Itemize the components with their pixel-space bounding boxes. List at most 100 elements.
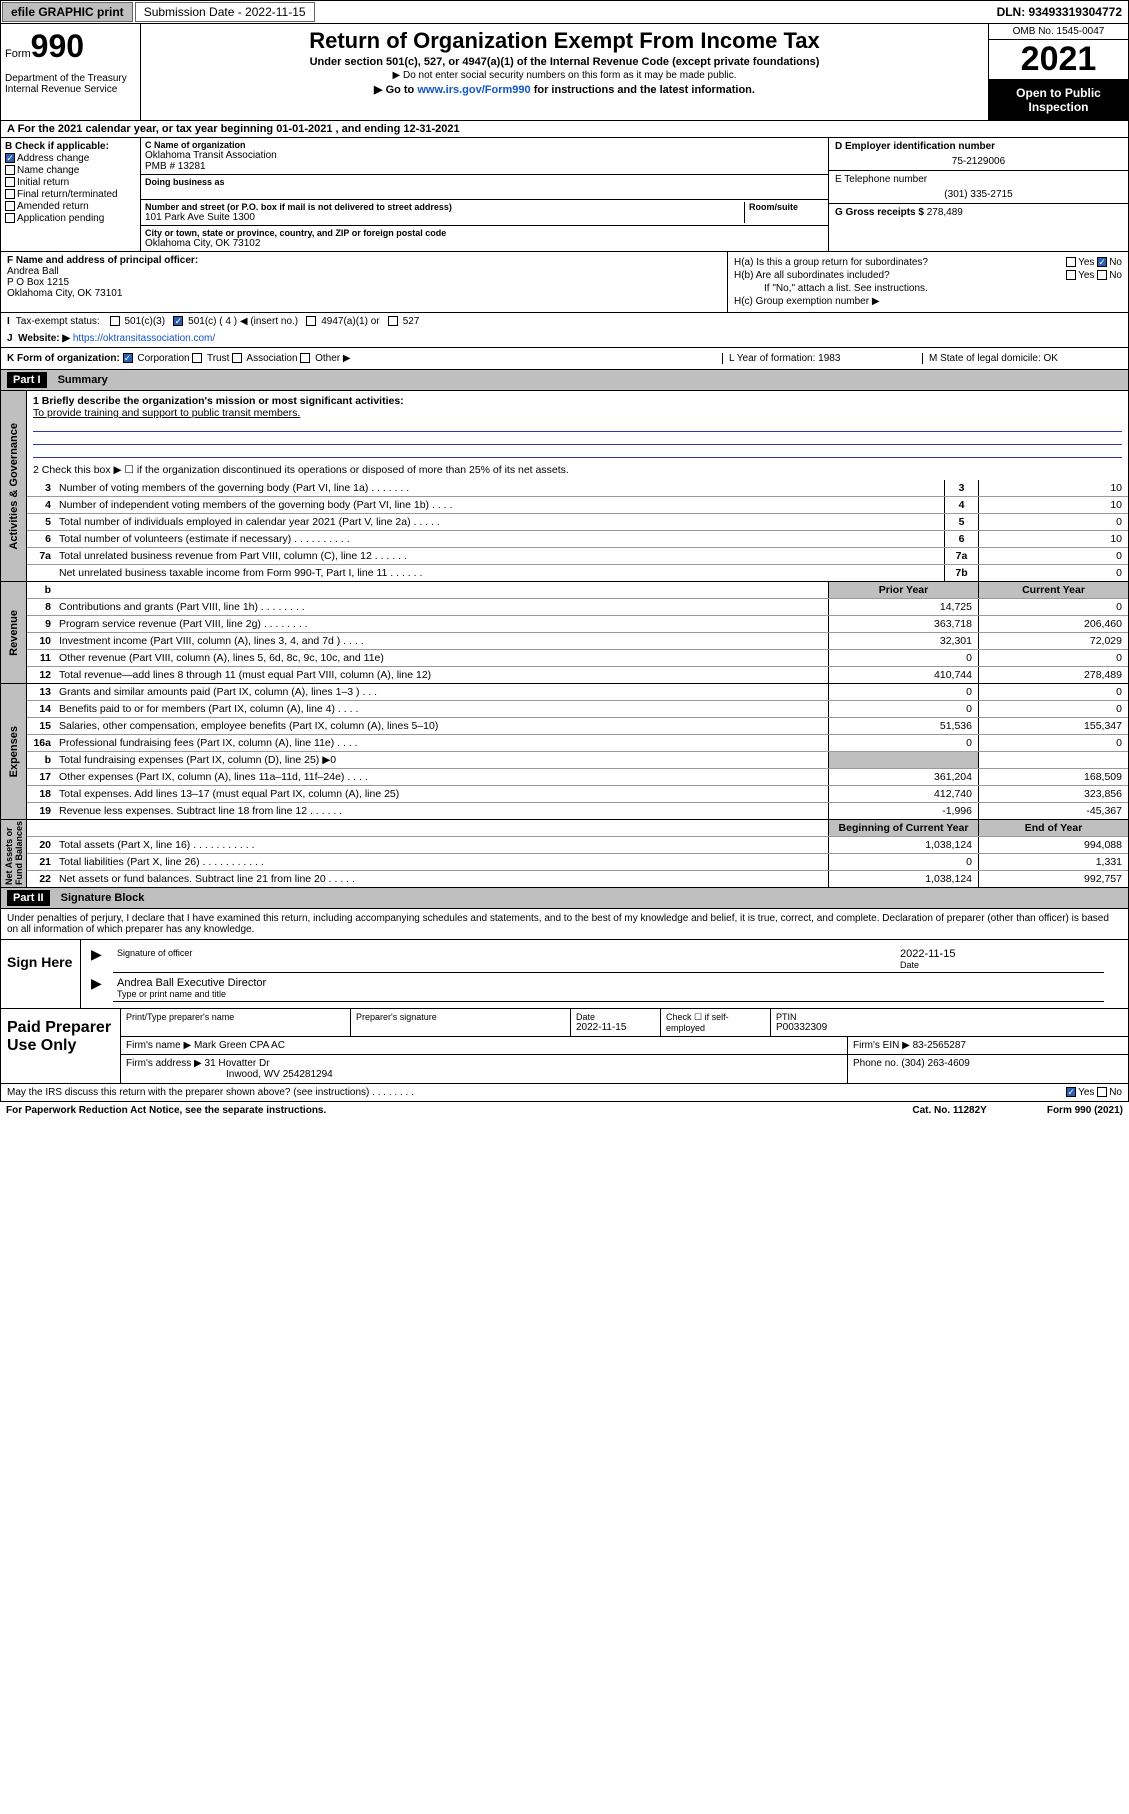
side-governance: Activities & Governance — [8, 423, 20, 550]
f-label: F Name and address of principal officer: — [7, 255, 721, 266]
ha-yes-check[interactable] — [1066, 257, 1076, 267]
b-checkbox-1[interactable] — [5, 165, 15, 175]
row-k: K Form of organization: ✓ Corporation Tr… — [0, 348, 1129, 370]
netassets-section: Net Assets or Fund Balances Beginning of… — [0, 820, 1129, 888]
i-check-2[interactable] — [306, 316, 316, 326]
officer-addr1: P O Box 1215 — [7, 277, 721, 288]
line-19: 19Revenue less expenses. Subtract line 1… — [27, 803, 1128, 819]
gov-line-7b: Net unrelated business taxable income fr… — [27, 565, 1128, 581]
ptin-value: P00332309 — [776, 1022, 1123, 1033]
hb-yes-check[interactable] — [1066, 270, 1076, 280]
line-13: 13Grants and similar amounts paid (Part … — [27, 684, 1128, 701]
j-label: J — [7, 333, 13, 344]
gov-line-7a: 7aTotal unrelated business revenue from … — [27, 548, 1128, 565]
irs-discuss-row: May the IRS discuss this return with the… — [0, 1084, 1129, 1102]
line-b: bTotal fundraising expenses (Part IX, co… — [27, 752, 1128, 769]
ein-value: 75-2129006 — [835, 156, 1122, 167]
col-c-org: C Name of organization Oklahoma Transit … — [141, 138, 828, 251]
footer-row: For Paperwork Reduction Act Notice, see … — [0, 1102, 1129, 1119]
sig-date: 2022-11-15 — [900, 948, 1100, 960]
revenue-section: Revenue b Prior Year Current Year 8Contr… — [0, 582, 1129, 684]
k-label: K Form of organization: — [7, 353, 120, 364]
officer-name: Andrea Ball — [7, 266, 721, 277]
phone-label: E Telephone number — [835, 174, 1122, 185]
expenses-section: Expenses 13Grants and similar amounts pa… — [0, 684, 1129, 820]
b-check-5: Application pending — [5, 213, 136, 224]
i-check-0[interactable] — [110, 316, 120, 326]
gov-line-5: 5Total number of individuals employed in… — [27, 514, 1128, 531]
prep-date: 2022-11-15 — [576, 1022, 655, 1033]
gov-line-6: 6Total number of volunteers (estimate if… — [27, 531, 1128, 548]
top-bar: efile GRAPHIC print Submission Date - 20… — [0, 0, 1129, 24]
k-check-3[interactable] — [300, 353, 310, 363]
i-check-1[interactable]: ✓ — [173, 316, 183, 326]
irs-link[interactable]: www.irs.gov/Form990 — [417, 84, 530, 96]
b-checkbox-2[interactable] — [5, 177, 15, 187]
col-de: D Employer identification number 75-2129… — [828, 138, 1128, 251]
b-checkbox-4[interactable] — [5, 201, 15, 211]
ptin-hdr: PTIN — [776, 1012, 1123, 1022]
ssn-note: ▶ Do not enter social security numbers o… — [147, 70, 982, 81]
dept-treasury: Department of the Treasury Internal Reve… — [5, 73, 136, 95]
form-number: Form990 — [5, 28, 136, 65]
self-emp-check: Check ☐ if self-employed — [666, 1012, 765, 1033]
room-label: Room/suite — [749, 202, 824, 212]
irs-no-check[interactable] — [1097, 1087, 1107, 1097]
b-checkbox-5[interactable] — [5, 213, 15, 223]
line1-label: 1 Briefly describe the organization's mi… — [33, 395, 1122, 407]
signature-declaration: Under penalties of perjury, I declare th… — [0, 909, 1129, 940]
l-year-formation: L Year of formation: 1983 — [722, 353, 922, 364]
firm-addr-label: Firm's address ▶ — [126, 1058, 202, 1069]
ein-label: D Employer identification number — [835, 141, 1122, 152]
line-14: 14Benefits paid to or for members (Part … — [27, 701, 1128, 718]
row-i-tax-status: I Tax-exempt status: 501(c)(3) ✓ 501(c) … — [0, 313, 1129, 330]
dln: DLN: 93493319304772 — [991, 3, 1128, 21]
ha-no-check[interactable]: ✓ — [1097, 257, 1107, 267]
b-check-1: Name change — [5, 165, 136, 176]
sig-officer-label: Signature of officer — [117, 948, 900, 958]
b-checkbox-3[interactable] — [5, 189, 15, 199]
line-11: 11Other revenue (Part VIII, column (A), … — [27, 650, 1128, 667]
irs-yes-check[interactable]: ✓ — [1066, 1087, 1076, 1097]
mission-text: To provide training and support to publi… — [33, 407, 1122, 419]
website-link[interactable]: https://oktransitassociation.com/ — [73, 333, 215, 344]
line-20: 20Total assets (Part X, line 16) . . . .… — [27, 837, 1128, 854]
governance-section: Activities & Governance 1 Briefly descri… — [0, 391, 1129, 582]
tax-year: 2021 — [989, 40, 1128, 80]
side-revenue: Revenue — [8, 610, 20, 656]
h-a: H(a) Is this a group return for subordin… — [734, 257, 1122, 268]
k-check-0[interactable]: ✓ — [123, 353, 133, 363]
firm-name: Mark Green CPA AC — [194, 1040, 285, 1051]
paid-preparer-label: Paid Preparer Use Only — [1, 1009, 121, 1083]
gov-line-3: 3Number of voting members of the governi… — [27, 480, 1128, 497]
org-name: Oklahoma Transit Association — [145, 150, 824, 161]
section-bcdeg: B Check if applicable: ✓Address changeNa… — [0, 138, 1129, 252]
row-j-website: J Website: ▶ https://oktransitassociatio… — [0, 330, 1129, 348]
h-b-note: If "No," attach a list. See instructions… — [734, 283, 1122, 294]
b-check-4: Amended return — [5, 201, 136, 212]
gross-receipts-value: 278,489 — [927, 207, 963, 218]
sign-here-row: Sign Here ▶ Signature of officer 2022-11… — [0, 940, 1129, 1009]
line-22: 22Net assets or fund balances. Subtract … — [27, 871, 1128, 887]
h-b: H(b) Are all subordinates included? Yes … — [734, 270, 1122, 281]
firm-ein: 83-2565287 — [913, 1040, 966, 1051]
gov-line-4: 4Number of independent voting members of… — [27, 497, 1128, 514]
submission-date: Submission Date - 2022-11-15 — [135, 2, 315, 22]
hb-no-check[interactable] — [1097, 270, 1107, 280]
b-check-3: Final return/terminated — [5, 189, 136, 200]
k-check-2[interactable] — [232, 353, 242, 363]
b-checkbox-0[interactable]: ✓ — [5, 153, 15, 163]
b-check-2: Initial return — [5, 177, 136, 188]
i-check-3[interactable] — [388, 316, 398, 326]
line-12: 12Total revenue—add lines 8 through 11 (… — [27, 667, 1128, 683]
officer-addr2: Oklahoma City, OK 73101 — [7, 288, 721, 299]
k-check-1[interactable] — [192, 353, 202, 363]
tax-status-label: Tax-exempt status: — [16, 316, 100, 327]
irs-link-line: ▶ Go to www.irs.gov/Form990 for instruct… — [147, 83, 982, 96]
firm-addr2: Inwood, WV 254281294 — [226, 1069, 333, 1080]
cat-no: Cat. No. 11282Y — [912, 1105, 986, 1116]
phone-value: (301) 335-2715 — [835, 189, 1122, 200]
street-address: 101 Park Ave Suite 1300 — [145, 212, 744, 223]
open-to-public: Open to Public Inspection — [989, 80, 1128, 120]
b-label: B Check if applicable: — [5, 141, 136, 152]
